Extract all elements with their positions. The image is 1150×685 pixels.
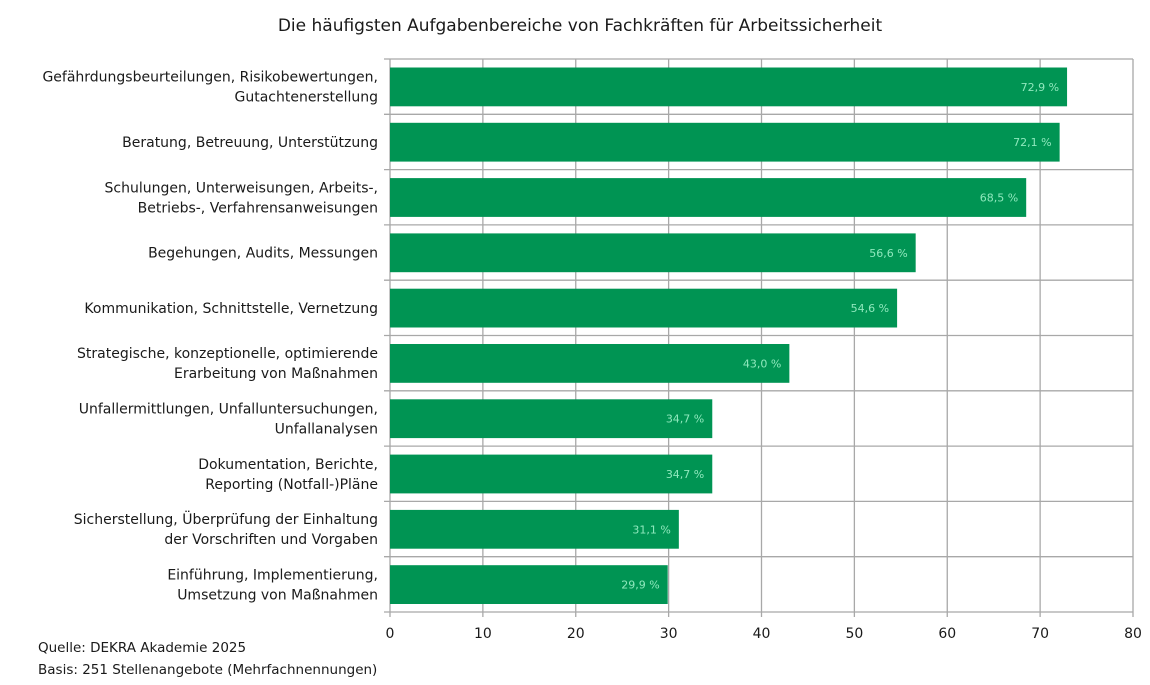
chart-title: Die häufigsten Aufgabenbereiche von Fach… [277,16,883,36]
basis-note: Basis: 251 Stellenangebote (Mehrfachnenn… [38,662,378,678]
data-label: 54,6 % [851,302,889,315]
category-label: Betriebs-, Verfahrensanweisungen [138,200,378,216]
data-label: 72,1 % [1013,136,1051,149]
bar [390,454,713,494]
category-label: Strategische, konzeptionelle, optimieren… [77,346,378,362]
data-label: 34,7 % [666,468,704,481]
category-label: Gutachtenerstellung [234,90,378,106]
data-label: 34,7 % [666,413,704,426]
data-label: 72,9 % [1021,81,1059,94]
bar [390,233,916,273]
category-label: Unfallanalysen [275,421,378,437]
category-label: Begehungen, Audits, Messungen [148,246,378,262]
category-label: Gefährdungsbeurteilungen, Risikobewertun… [42,70,378,86]
data-label: 43,0 % [743,357,781,370]
x-tick-label: 80 [1124,626,1142,642]
x-tick-label: 50 [845,626,863,642]
data-label: 68,5 % [980,192,1018,205]
x-tick-label: 70 [1031,626,1049,642]
bar [390,344,790,383]
bar [390,399,713,439]
data-label: 29,9 % [621,579,659,592]
category-label: Schulungen, Unterweisungen, Arbeits-, [105,180,379,196]
category-label: Beratung, Betreuung, Unterstützung [122,135,378,151]
category-label: Sicherstellung, Überprüfung der Einhaltu… [74,510,378,528]
x-tick-label: 60 [938,626,956,642]
x-tick-label: 10 [474,626,492,642]
x-tick-label: 0 [386,626,395,642]
bar [390,178,1027,217]
bar [390,67,1068,107]
category-label: der Vorschriften und Vorgaben [164,532,378,548]
category-label: Reporting (Notfall-)Pläne [205,477,378,493]
category-label: Erarbeitung von Maßnahmen [174,366,378,382]
category-label: Dokumentation, Berichte, [198,457,378,473]
source-note: Quelle: DEKRA Akademie 2025 [38,640,247,656]
bar [390,509,679,549]
category-label: Umsetzung von Maßnahmen [177,587,378,603]
category-label: Einführung, Implementierung, [167,567,378,583]
x-tick-label: 30 [660,626,678,642]
bar [390,122,1060,162]
x-tick-label: 20 [567,626,585,642]
category-label: Unfallermittlungen, Unfalluntersuchungen… [79,401,378,417]
data-label: 31,1 % [632,523,670,536]
bar [390,288,898,328]
bar [390,565,668,604]
x-tick-label: 40 [753,626,771,642]
data-label: 56,6 % [869,247,907,260]
category-label: Kommunikation, Schnittstelle, Vernetzung [84,301,378,317]
